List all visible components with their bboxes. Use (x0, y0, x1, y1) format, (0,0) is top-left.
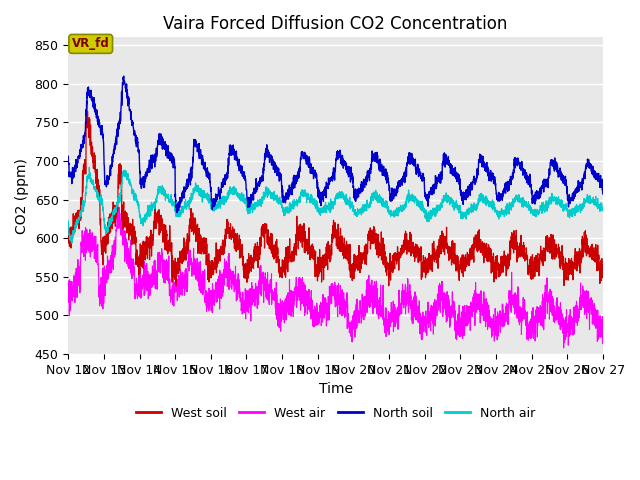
Text: VR_fd: VR_fd (72, 37, 109, 50)
Y-axis label: CO2 (ppm): CO2 (ppm) (15, 158, 29, 234)
Legend: West soil, West air, North soil, North air: West soil, West air, North soil, North a… (131, 402, 540, 424)
Title: Vaira Forced Diffusion CO2 Concentration: Vaira Forced Diffusion CO2 Concentration (163, 15, 508, 33)
X-axis label: Time: Time (319, 383, 353, 396)
